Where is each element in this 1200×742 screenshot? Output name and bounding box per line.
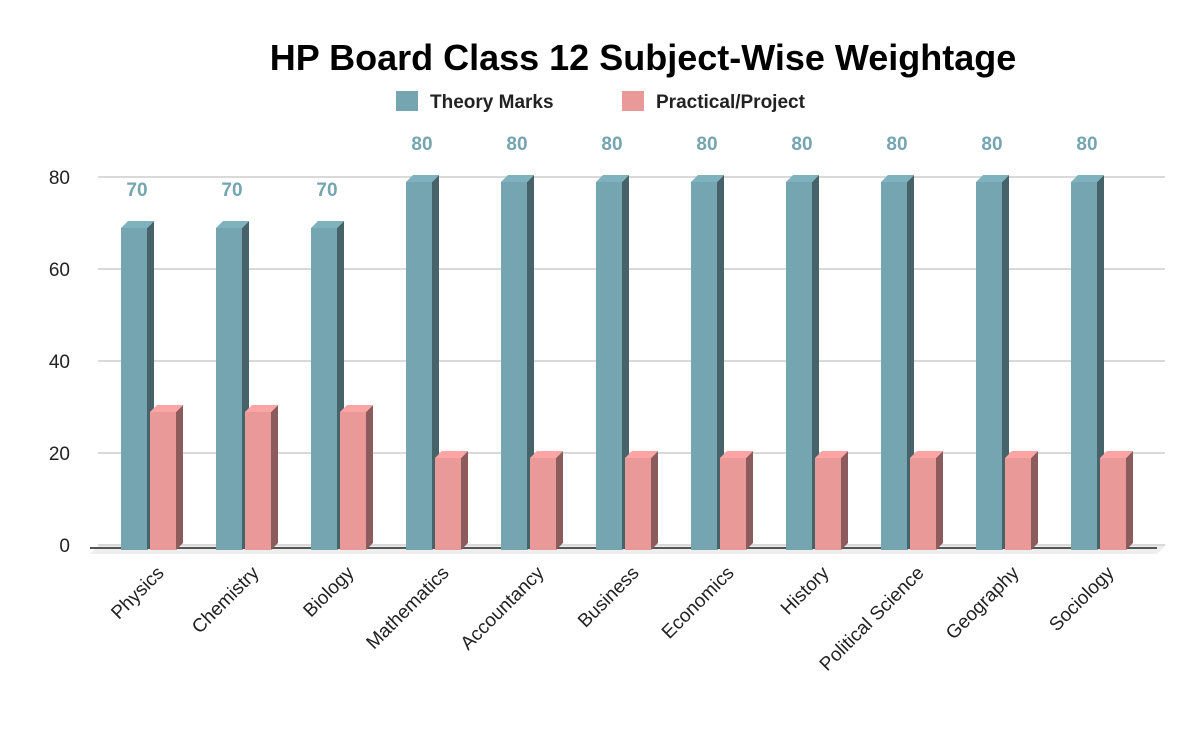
data-label: 70 — [126, 180, 147, 201]
y-tick-label: 40 — [49, 352, 70, 373]
legend-label-1: Practical/Project — [656, 92, 806, 113]
bar-side — [1126, 451, 1133, 550]
bar-top — [1005, 451, 1038, 458]
bar-top — [625, 451, 658, 458]
data-label: 80 — [696, 134, 717, 155]
bar-practical-project-history — [815, 458, 841, 550]
bar-theory-marks-economics — [691, 182, 717, 550]
x-tick-label: Biology — [300, 562, 359, 621]
data-label: 70 — [221, 180, 242, 201]
bar-top — [910, 451, 943, 458]
bar-top — [501, 175, 534, 182]
data-label: 80 — [506, 134, 527, 155]
x-tick-label: Economics — [658, 563, 739, 644]
bar-theory-marks-physics — [121, 228, 147, 550]
legend-swatch-1 — [622, 91, 644, 111]
bar-practical-project-sociology — [1100, 458, 1126, 550]
y-tick-label: 80 — [49, 168, 70, 189]
bar-theory-marks-mathematics — [406, 182, 432, 550]
bar-top — [1100, 451, 1133, 458]
bar-practical-project-mathematics — [435, 458, 461, 550]
bar-top — [530, 451, 563, 458]
bar-side — [366, 405, 373, 550]
bar-top — [815, 451, 848, 458]
bar-top — [216, 221, 249, 228]
bar-practical-project-political-science — [910, 458, 936, 550]
bar-top — [150, 405, 183, 412]
bar-top — [691, 175, 724, 182]
bar-top — [976, 175, 1009, 182]
y-tick-label: 0 — [59, 536, 70, 557]
data-label: 80 — [886, 134, 907, 155]
x-tick-label: Mathematics — [363, 563, 454, 654]
bar-side — [1031, 451, 1038, 550]
bar-side — [651, 451, 658, 550]
legend-label-0: Theory Marks — [430, 92, 554, 113]
x-tick-label: History — [777, 562, 834, 619]
bar-top — [720, 451, 753, 458]
data-label: 80 — [791, 134, 812, 155]
x-tick-label: Geography — [942, 562, 1024, 644]
bar-top — [881, 175, 914, 182]
bar-practical-project-business — [625, 458, 651, 550]
bar-theory-marks-sociology — [1071, 182, 1097, 550]
bar-practical-project-biology — [340, 412, 366, 550]
bar-practical-project-chemistry — [245, 412, 271, 550]
bar-top — [245, 405, 278, 412]
bar-theory-marks-accountancy — [501, 182, 527, 550]
x-tick-label: Sociology — [1045, 562, 1118, 635]
x-tick-label: Physics — [107, 563, 168, 624]
data-label: 70 — [316, 180, 337, 201]
legend-swatch-0 — [396, 91, 418, 111]
bar-practical-project-physics — [150, 412, 176, 550]
bar-top — [1071, 175, 1104, 182]
bar-theory-marks-history — [786, 182, 812, 550]
bar-side — [746, 451, 753, 550]
bar-top — [435, 451, 468, 458]
data-label: 80 — [981, 134, 1002, 155]
bar-practical-project-economics — [720, 458, 746, 550]
bar-side — [936, 451, 943, 550]
bar-top — [596, 175, 629, 182]
x-tick-label: Chemistry — [188, 562, 264, 638]
bar-side — [556, 451, 563, 550]
bar-top — [311, 221, 344, 228]
bar-practical-project-geography — [1005, 458, 1031, 550]
x-tick-label: Political Science — [816, 563, 929, 676]
bar-side — [176, 405, 183, 550]
bar-theory-marks-business — [596, 182, 622, 550]
bar-theory-marks-political-science — [881, 182, 907, 550]
bar-side — [461, 451, 468, 550]
data-label: 80 — [601, 134, 622, 155]
data-label: 80 — [411, 134, 432, 155]
bar-top — [406, 175, 439, 182]
data-label: 80 — [1076, 134, 1097, 155]
bar-top — [340, 405, 373, 412]
chart-title: HP Board Class 12 Subject-Wise Weightage — [270, 37, 1017, 78]
bar-side — [271, 405, 278, 550]
x-tick-label: Business — [574, 563, 643, 632]
x-tick-label: Accountancy — [457, 562, 549, 654]
bar-side — [841, 451, 848, 550]
y-tick-label: 20 — [49, 444, 70, 465]
bar-top — [121, 221, 154, 228]
y-tick-label: 60 — [49, 260, 70, 281]
bar-top — [786, 175, 819, 182]
bar-theory-marks-biology — [311, 228, 337, 550]
bar-theory-marks-geography — [976, 182, 1002, 550]
bar-practical-project-accountancy — [530, 458, 556, 550]
bar-theory-marks-chemistry — [216, 228, 242, 550]
